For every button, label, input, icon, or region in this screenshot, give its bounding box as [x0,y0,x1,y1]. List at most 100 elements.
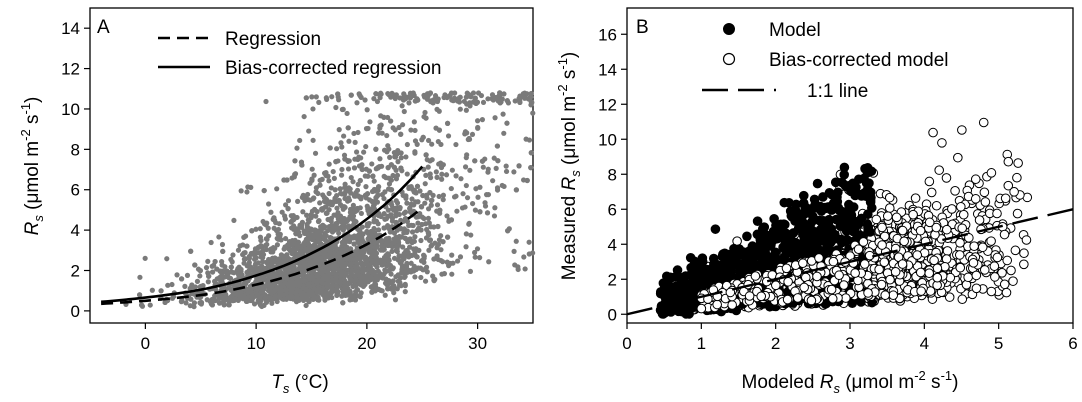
scatter-point [408,222,414,228]
scatter-point [419,221,425,228]
scatter-point [500,111,506,117]
bias-corrected-point [1001,287,1012,298]
scatter-point [503,168,510,175]
scatter-point [357,280,363,286]
scatter-point [299,219,306,225]
scatter-point [243,297,249,303]
scatter-point [441,271,448,277]
scatter-point [256,250,262,256]
scatter-point [485,169,491,175]
scatter-point [492,205,498,211]
bias-corrected-point [1019,248,1029,259]
scatter-point [364,191,371,197]
scatter-point [433,169,439,175]
scatter-point [412,234,418,240]
scatter-point [235,247,242,253]
scatter-point [325,265,331,271]
scatter-point [310,296,316,302]
scatter-point [239,295,245,301]
y-tick-label: 4 [71,221,80,240]
scatter-point [422,200,428,206]
scatter-point [381,195,387,202]
scatter-point [374,193,380,200]
scatter-point [432,240,438,246]
scatter-point [225,302,232,308]
scatter-point [258,237,264,244]
scatter-point [346,223,352,229]
scatter-point [414,254,420,260]
scatter-point [427,190,433,196]
scatter-point [301,113,307,120]
scatter-point [356,234,363,240]
scatter-point [494,185,501,191]
scatter-point [209,269,216,275]
scatter-point [412,138,419,144]
scatter-point [385,261,391,268]
scatter-point [511,248,517,254]
scatter-point [297,137,303,144]
scatter-point [377,156,383,162]
scatter-point [291,174,297,180]
bias-corrected-point [954,250,965,260]
scatter-point [457,106,463,112]
scatter-point [354,100,360,106]
scatter-point [403,195,409,201]
scatter-point [474,246,481,252]
scatter-point [317,200,323,206]
scatter-point [352,277,358,284]
scatter-point [379,262,385,268]
scatter-point [306,288,313,294]
bias-corrected-point [871,214,882,225]
scatter-point [439,171,445,177]
scatter-point [491,213,498,219]
scatter-point [318,255,324,261]
scatter-point [316,99,322,105]
scatter-point [351,165,358,171]
scatter-point [391,164,397,170]
scatter-point [436,127,443,133]
scatter-point [463,155,469,161]
scatter-point [149,287,155,293]
scatter-point [513,238,519,244]
scatter-point [401,210,407,216]
bias-corrected-point [877,222,887,233]
scatter-point [390,240,396,246]
scatter-point [341,133,347,139]
scatter-point [493,165,499,171]
scatter-point [409,229,416,235]
scatter-point [365,262,371,269]
scatter-point [389,248,395,254]
scatter-point [365,208,371,214]
scatter-point [440,192,447,198]
bias-corrected-point [971,270,982,281]
scatter-point [347,288,353,294]
scatter-point [485,96,491,102]
scatter-point [137,274,143,280]
scatter-point [522,266,528,272]
scatter-point [224,271,231,278]
scatter-point [402,216,409,222]
scatter-point [244,243,250,249]
scatter-point [388,118,394,124]
scatter-point [342,292,348,298]
scatter-point [415,214,421,220]
scatter-point [325,216,331,223]
scatter-point [266,286,273,293]
bias-corrected-point [910,193,921,203]
scatter-point [191,304,197,310]
scatter-point [389,215,395,222]
scatter-point [348,209,354,215]
bias-corrected-point [990,272,1000,282]
scatter-point [311,277,317,284]
scatter-point [320,222,326,228]
scatter-point [501,91,507,97]
scatter-point [416,225,422,231]
scatter-point [253,255,259,261]
scatter-point [523,136,529,142]
scatter-point [263,299,270,305]
scatter-point [363,143,369,150]
scatter-point [354,187,361,193]
bias-corrected-point [986,286,997,297]
scatter-point [439,176,445,182]
scatter-point [308,215,314,221]
